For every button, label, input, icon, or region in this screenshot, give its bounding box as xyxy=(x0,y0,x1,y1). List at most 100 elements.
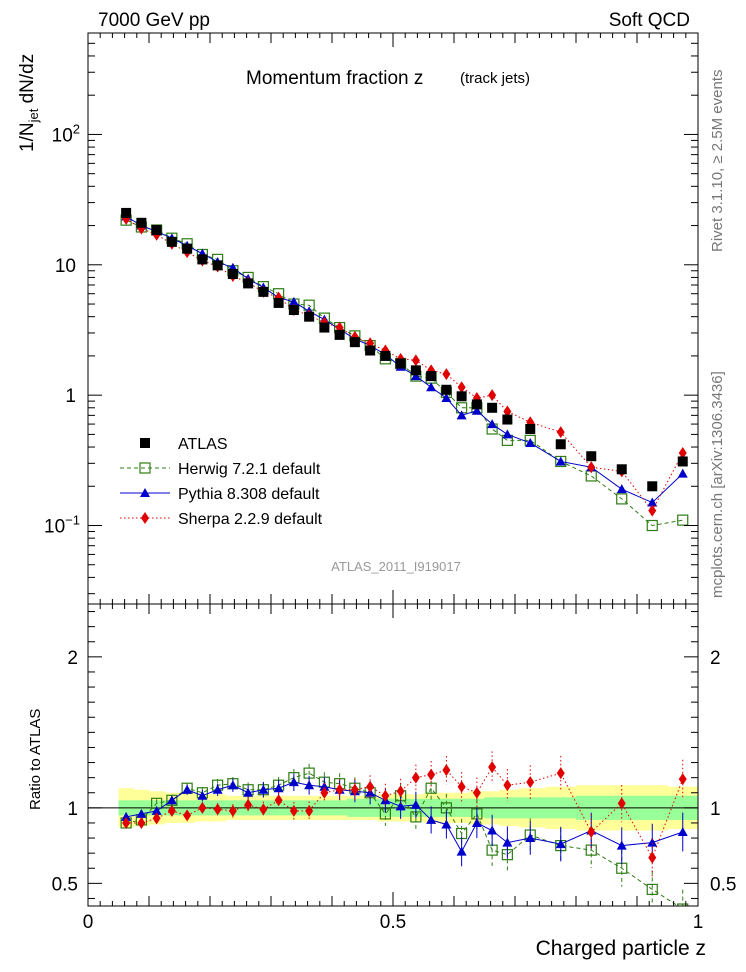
ratio-point xyxy=(243,787,254,797)
legend-entry: ATLAS xyxy=(140,436,228,453)
ratio-point xyxy=(426,814,437,824)
data-point xyxy=(442,368,451,381)
data-point xyxy=(288,305,299,316)
data-point xyxy=(411,354,420,367)
ratio-point xyxy=(151,805,162,815)
series-line xyxy=(125,218,684,512)
ratio-point xyxy=(152,812,161,825)
data-point xyxy=(273,297,284,308)
ratio-point xyxy=(273,783,284,793)
ratio-point xyxy=(677,827,688,837)
x-tick-label: 0 xyxy=(83,912,94,933)
ratio-point xyxy=(304,780,315,790)
data-point xyxy=(556,426,565,439)
ratio-point xyxy=(137,816,146,829)
ratio-point xyxy=(197,790,208,800)
ratio-point xyxy=(244,798,253,811)
ratio-point xyxy=(471,817,482,827)
y-tick-label: 10−1 xyxy=(44,513,80,538)
ratio-point xyxy=(556,767,565,780)
data-point xyxy=(166,236,177,247)
header-energy: 7000 GeV pp xyxy=(98,10,210,31)
ratio-point xyxy=(646,883,658,895)
ratio-point xyxy=(526,776,535,789)
side-label-mcplots: mcplots.cern.ch [arXiv:1306.3436] xyxy=(709,371,726,598)
legend-entry: Pythia 8.308 default xyxy=(120,486,320,503)
ratio-point xyxy=(457,780,466,793)
data-point xyxy=(426,371,437,382)
ratio-point xyxy=(678,773,687,786)
data-point xyxy=(471,405,482,415)
data-point xyxy=(426,382,437,392)
series-line xyxy=(125,219,683,527)
x-tick-label: 1 xyxy=(693,912,704,933)
data-point xyxy=(647,497,658,507)
ratio-point xyxy=(647,837,658,847)
ratio-point xyxy=(677,903,689,906)
legend-label: ATLAS xyxy=(178,436,228,453)
watermark: ATLAS_2011_I919017 xyxy=(331,559,461,574)
ratio-point xyxy=(525,833,536,843)
data-point xyxy=(258,286,269,297)
ratio-point xyxy=(396,785,405,798)
ratio-series-line xyxy=(126,781,683,853)
data-point xyxy=(616,493,628,505)
data-point xyxy=(587,461,596,474)
ratio-point xyxy=(587,826,596,839)
ratio-point xyxy=(381,789,390,802)
data-point xyxy=(677,468,688,478)
ratio-point xyxy=(121,811,132,821)
ratio-y-tick-label-right: 1 xyxy=(710,799,721,820)
y-tick-label: 102 xyxy=(52,121,80,146)
ratio-point xyxy=(289,804,298,817)
legend-label: Pythia 8.308 default xyxy=(178,486,320,503)
ratio-point xyxy=(166,795,177,805)
data-point xyxy=(304,311,315,322)
legend-entry: Sherpa 2.2.9 default xyxy=(120,511,323,528)
data-point xyxy=(488,389,497,402)
legend-label: Herwig 7.2.1 default xyxy=(178,461,321,478)
data-point xyxy=(441,393,452,403)
ratio-point xyxy=(350,783,359,796)
data-point xyxy=(410,371,421,381)
ratio-y-tick-label-left: 1 xyxy=(67,799,78,820)
main-plot-area xyxy=(120,207,689,532)
data-point xyxy=(677,514,689,526)
data-point xyxy=(151,224,162,235)
data-point xyxy=(456,391,467,402)
legend: ATLAS Herwig 7.2.1 default Pythia 8.308 de… xyxy=(120,436,323,528)
legend-marker xyxy=(141,512,149,524)
data-point xyxy=(457,381,466,394)
ratio-series-sherpa xyxy=(122,751,687,877)
ratio-point xyxy=(335,783,344,796)
data-point xyxy=(487,402,498,413)
ratio-point xyxy=(227,780,238,790)
data-point xyxy=(616,484,627,494)
ratio-plot-area xyxy=(88,751,698,906)
main-title: Momentum fraction z xyxy=(246,68,423,89)
ratio-y-tick-label-left: 0.5 xyxy=(52,874,78,895)
ratio-panel: 0.5 0.51 12 20 0.5 1 Ratio to ATLAS Charged p… xyxy=(27,603,736,960)
legend-label: Sherpa 2.2.9 default xyxy=(178,511,323,528)
ratio-point xyxy=(503,779,512,792)
ratio-point xyxy=(319,781,330,791)
data-point xyxy=(648,504,657,517)
data-point xyxy=(525,424,536,435)
data-point xyxy=(456,410,467,420)
legend-entry: Herwig 7.2.1 default xyxy=(120,461,321,478)
ratio-point xyxy=(617,797,626,810)
data-point xyxy=(365,345,376,356)
data-point xyxy=(380,350,391,361)
ratio-point xyxy=(320,786,329,799)
data-point xyxy=(136,217,147,228)
data-point xyxy=(288,296,299,306)
ratio-series-pythia xyxy=(121,773,688,867)
data-point xyxy=(677,456,688,467)
legend-marker xyxy=(140,488,150,497)
y-tick-label: 10 xyxy=(55,256,76,277)
ratio-point xyxy=(136,808,147,818)
data-point xyxy=(502,429,513,439)
data-point xyxy=(502,414,513,425)
ratio-point xyxy=(212,784,223,794)
